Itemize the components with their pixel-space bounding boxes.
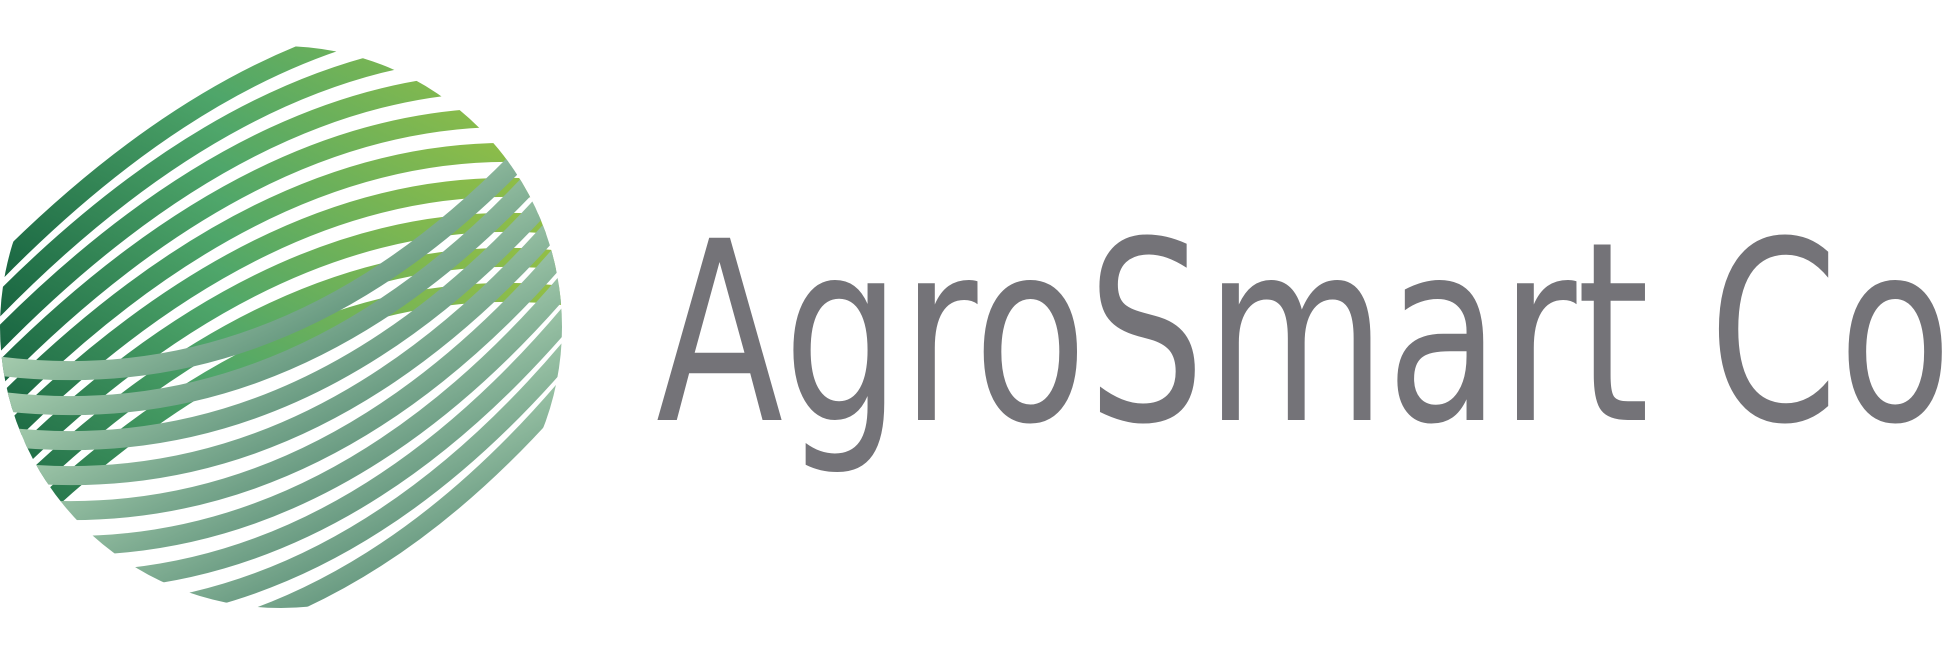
logo-stripe bbox=[0, 139, 562, 486]
logo-mark bbox=[0, 46, 562, 608]
logo-stripe bbox=[0, 314, 562, 608]
brand-name: AgroSmart Co bbox=[656, 188, 1952, 479]
logo-stripe bbox=[0, 282, 562, 597]
logo-stripe bbox=[0, 104, 562, 451]
logo-stripe bbox=[0, 46, 562, 317]
logo-stripe bbox=[0, 247, 562, 562]
logo-stripe bbox=[0, 212, 562, 527]
logo-stripe bbox=[0, 279, 562, 608]
